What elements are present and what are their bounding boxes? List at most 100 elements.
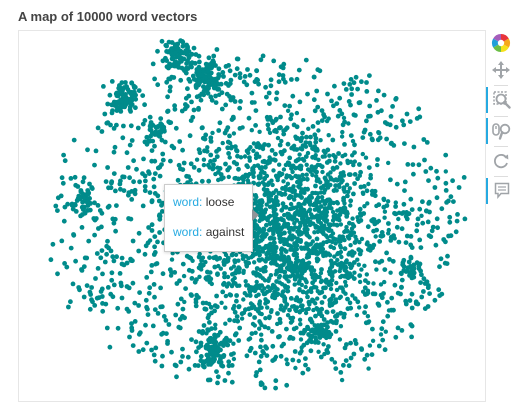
- scatter-point[interactable]: [193, 339, 199, 345]
- scatter-point[interactable]: [329, 228, 334, 233]
- scatter-point[interactable]: [188, 61, 194, 66]
- scatter-point[interactable]: [338, 222, 344, 227]
- scatter-point[interactable]: [213, 93, 219, 99]
- scatter-point[interactable]: [237, 105, 243, 111]
- scatter-point[interactable]: [331, 236, 336, 241]
- scatter-point[interactable]: [404, 210, 409, 215]
- scatter-point[interactable]: [140, 347, 146, 353]
- scatter-point[interactable]: [254, 194, 259, 200]
- scatter-point[interactable]: [94, 251, 100, 256]
- box-zoom-icon[interactable]: [486, 87, 516, 113]
- scatter-point[interactable]: [157, 173, 163, 179]
- scatter-point[interactable]: [222, 378, 228, 383]
- scatter-point[interactable]: [346, 189, 351, 194]
- scatter-point[interactable]: [93, 148, 99, 154]
- scatter-point[interactable]: [364, 89, 370, 94]
- scatter-point[interactable]: [275, 135, 281, 141]
- scatter-point[interactable]: [345, 193, 350, 199]
- scatter-point[interactable]: [147, 190, 153, 196]
- scatter-point[interactable]: [298, 275, 303, 281]
- scatter-point[interactable]: [376, 130, 381, 135]
- scatter-point[interactable]: [165, 338, 171, 344]
- scatter-point[interactable]: [108, 185, 114, 191]
- scatter-point[interactable]: [220, 289, 226, 295]
- scatter-point[interactable]: [409, 305, 415, 311]
- scatter-point[interactable]: [419, 272, 424, 278]
- scatter-point[interactable]: [280, 289, 285, 295]
- scatter-point[interactable]: [277, 280, 282, 285]
- scatter-point[interactable]: [327, 303, 333, 308]
- scatter-point[interactable]: [209, 360, 215, 365]
- scatter-point[interactable]: [64, 264, 70, 270]
- scatter-point[interactable]: [281, 167, 287, 172]
- scatter-point[interactable]: [338, 370, 344, 375]
- scatter-point[interactable]: [292, 147, 297, 152]
- scatter-point[interactable]: [284, 382, 290, 388]
- scatter-point[interactable]: [143, 322, 148, 328]
- scatter-point[interactable]: [104, 243, 110, 249]
- scatter-point[interactable]: [294, 256, 299, 262]
- scatter-point[interactable]: [170, 56, 176, 61]
- scatter-point[interactable]: [113, 228, 118, 234]
- scatter-point[interactable]: [233, 252, 239, 257]
- scatter-point[interactable]: [229, 144, 235, 150]
- scatter-point[interactable]: [132, 84, 138, 90]
- scatter-point[interactable]: [359, 346, 364, 351]
- scatter-point[interactable]: [95, 203, 101, 208]
- scatter-point[interactable]: [367, 131, 373, 137]
- scatter-point[interactable]: [298, 322, 303, 327]
- scatter-point[interactable]: [299, 282, 304, 288]
- scatter-point[interactable]: [257, 299, 263, 304]
- scatter-point[interactable]: [129, 138, 135, 143]
- scatter-point[interactable]: [234, 148, 240, 154]
- scatter-point[interactable]: [227, 140, 233, 146]
- scatter-point[interactable]: [244, 82, 250, 88]
- scatter-point[interactable]: [387, 257, 392, 262]
- scatter-point[interactable]: [386, 308, 392, 313]
- scatter-point[interactable]: [331, 200, 336, 206]
- scatter-point[interactable]: [442, 260, 448, 266]
- scatter-point[interactable]: [339, 260, 344, 266]
- scatter-point[interactable]: [408, 255, 414, 261]
- scatter-point[interactable]: [388, 177, 393, 183]
- scatter-point[interactable]: [285, 361, 290, 367]
- scatter-point[interactable]: [175, 177, 181, 183]
- scatter-point[interactable]: [278, 114, 283, 120]
- scatter-point[interactable]: [253, 284, 259, 290]
- scatter-point[interactable]: [130, 280, 136, 286]
- scatter-point[interactable]: [144, 134, 150, 140]
- scatter-point[interactable]: [293, 260, 298, 265]
- scatter-point[interactable]: [408, 234, 414, 239]
- scatter-point[interactable]: [177, 139, 183, 144]
- scatter-point[interactable]: [451, 199, 456, 205]
- scatter-point[interactable]: [313, 139, 319, 145]
- scatter-point[interactable]: [316, 157, 321, 162]
- scatter-point[interactable]: [228, 266, 234, 271]
- scatter-point[interactable]: [225, 145, 231, 151]
- scatter-point[interactable]: [108, 122, 113, 128]
- scatter-point[interactable]: [263, 316, 268, 321]
- scatter-point[interactable]: [257, 305, 262, 311]
- scatter-point[interactable]: [311, 167, 316, 172]
- scatter-point[interactable]: [258, 344, 263, 350]
- scatter-point[interactable]: [70, 281, 76, 287]
- scatter-point[interactable]: [158, 121, 164, 127]
- scatter-point[interactable]: [60, 180, 66, 186]
- scatter-point[interactable]: [99, 286, 105, 292]
- scatter-point[interactable]: [413, 299, 419, 305]
- scatter-point[interactable]: [288, 201, 294, 207]
- scatter-point[interactable]: [200, 300, 206, 306]
- scatter-point[interactable]: [159, 202, 164, 208]
- scatter-point[interactable]: [247, 312, 253, 317]
- scatter-point[interactable]: [68, 245, 74, 251]
- scatter-point[interactable]: [343, 279, 348, 285]
- scatter-point[interactable]: [182, 299, 187, 305]
- scatter-point[interactable]: [296, 67, 302, 73]
- scatter-point[interactable]: [348, 102, 353, 108]
- scatter-point[interactable]: [165, 94, 171, 100]
- scatter-point[interactable]: [357, 305, 362, 310]
- scatter-point[interactable]: [392, 282, 398, 288]
- scatter-point[interactable]: [260, 53, 266, 59]
- scatter-point[interactable]: [297, 266, 302, 271]
- scatter-point[interactable]: [332, 83, 337, 89]
